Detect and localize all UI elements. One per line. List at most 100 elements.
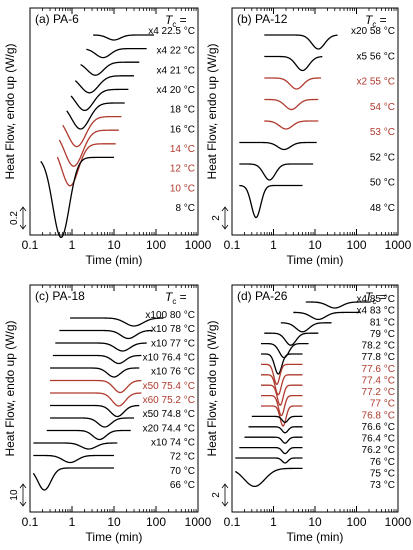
scale-bar-arrow-up — [221, 206, 229, 212]
curve-85c — [305, 301, 371, 309]
tc-label: x4 85 °C — [357, 294, 395, 305]
curve-77c — [261, 394, 303, 417]
tc-label: x4 83 °C — [357, 306, 395, 317]
panel-pa-26: 0.1 1 10 100 1000 Time (min) Heat Flow, endo u… — [205, 284, 412, 544]
curve-79c — [264, 332, 319, 346]
tc-label: x4 22.5 °C — [148, 26, 195, 37]
curve-75.4c — [50, 379, 142, 394]
curve-80c — [70, 317, 164, 327]
tc-label: 78.2 °C — [362, 341, 395, 352]
y-axis-label: Heat Flow, endo up (W/g) — [3, 43, 17, 179]
tc-header: Tc = — [165, 290, 187, 306]
curve-8c — [40, 156, 114, 239]
curve-52c — [239, 141, 317, 151]
x-axis-label: Time (min) — [287, 253, 344, 267]
tc-label: x100 80 °C — [145, 310, 195, 321]
curve-77.6c — [261, 363, 303, 386]
curve-76.4c — [248, 426, 303, 434]
tc-label: 10 °C — [170, 183, 195, 194]
scale-bar-label: 10 — [9, 489, 20, 501]
y-axis-label: Heat Flow, endo up (W/g) — [3, 320, 17, 456]
panel-pa-6: 0.1 1 10 100 1000 Time (min) Heat Flow, endo u… — [3, 7, 212, 267]
scale-bar-arrow-up — [221, 483, 229, 489]
panel-title: (c) PA-18 — [35, 289, 85, 303]
x-tick-label: 10 — [308, 515, 322, 529]
tc-label: 77.2 °C — [362, 387, 395, 398]
tc-label: 77.8 °C — [362, 352, 395, 363]
tc-label: x20 74.4 °C — [143, 423, 195, 434]
curve-10c — [56, 143, 116, 187]
x-axis-label: Time (min) — [86, 530, 143, 544]
tc-label: x10 76.4 °C — [143, 353, 195, 364]
curve-58c — [264, 34, 338, 50]
curve-18c — [70, 88, 129, 112]
tc-label: 76.8 °C — [362, 410, 395, 421]
curve-12c — [58, 129, 119, 167]
x-tick-label: 0.1 — [224, 238, 241, 252]
curve-73c — [234, 467, 303, 488]
tc-label: x10 77 °C — [151, 338, 195, 349]
curve-75.2c — [50, 392, 142, 407]
scale-bar-arrow-up — [19, 206, 27, 212]
curve-20c — [74, 75, 135, 94]
x-tick-label: 10 — [107, 515, 121, 529]
scale-bar-label: 2 — [211, 492, 222, 498]
curve-76c — [239, 446, 303, 455]
x-tick-label: 100 — [146, 515, 166, 529]
x-tick-label: 1000 — [385, 515, 412, 529]
x-tick-label: 1000 — [385, 238, 412, 252]
curve-81c — [280, 322, 332, 333]
axes-frame — [29, 7, 199, 236]
tc-label: 75 °C — [370, 468, 395, 479]
tc-label: 81 °C — [370, 317, 395, 328]
tc-label: x4 22 °C — [157, 46, 195, 57]
y-axis-label: Heat Flow, endo up (W/g) — [205, 43, 219, 179]
curve-22.5c — [93, 34, 155, 41]
y-axis-label: Heat Flow, endo up (W/g) — [205, 320, 219, 456]
curve-74.8c — [50, 404, 140, 418]
tc-label: 72 °C — [170, 452, 195, 463]
curve-72c — [33, 442, 118, 450]
x-tick-label: 10 — [107, 238, 121, 252]
tc-label: x10 78 °C — [151, 324, 195, 335]
x-tick-label: 1 — [69, 238, 76, 252]
curve-76.8c — [261, 405, 303, 427]
tc-label: x10 74 °C — [151, 438, 195, 449]
tc-header: Tc = — [365, 290, 387, 306]
tc-label: 76 °C — [370, 457, 395, 468]
scale-bar-arrow-down — [19, 501, 27, 507]
tc-label: x4 21 °C — [157, 65, 195, 76]
panel-title: (a) PA-6 — [35, 12, 79, 26]
tc-label: 77.6 °C — [362, 364, 395, 375]
tc-header: Tc = — [365, 13, 387, 29]
tc-label: 76.6 °C — [362, 422, 395, 433]
tc-label: 77.4 °C — [362, 375, 395, 386]
tc-label: 16 °C — [170, 124, 195, 135]
curve-76.4c — [52, 354, 142, 365]
tc-label: 76.4 °C — [362, 434, 395, 445]
x-tick-label: 100 — [346, 515, 366, 529]
x-tick-label: 0.1 — [22, 515, 39, 529]
tc-label: x5 56 °C — [357, 51, 395, 62]
curve-16c — [66, 102, 125, 130]
tc-label: x50 74.8 °C — [143, 409, 195, 420]
tc-label: 54 °C — [370, 102, 395, 113]
tc-label: 77 °C — [370, 399, 395, 410]
x-tick-label: 1 — [69, 515, 76, 529]
x-tick-label: 1 — [270, 238, 277, 252]
curve-22c — [86, 47, 147, 59]
tc-label: x2 55 °C — [357, 77, 395, 88]
curve-54c — [264, 98, 319, 111]
x-tick-label: 100 — [346, 238, 366, 252]
x-tick-label: 1000 — [185, 238, 212, 252]
scale-bar-label: 0.2 — [9, 211, 20, 225]
tc-label: 53 °C — [370, 127, 395, 138]
x-axis-label: Time (min) — [86, 253, 143, 267]
curve-77c — [55, 342, 147, 352]
curve-53c — [264, 120, 319, 130]
panel-pa-18: 0.1 1 10 100 1000 Time (min) Heat Flow, endo u… — [3, 284, 212, 544]
x-tick-label: 10 — [308, 238, 322, 252]
curve-76.6c — [251, 415, 303, 424]
tc-label: 66 °C — [170, 480, 195, 491]
